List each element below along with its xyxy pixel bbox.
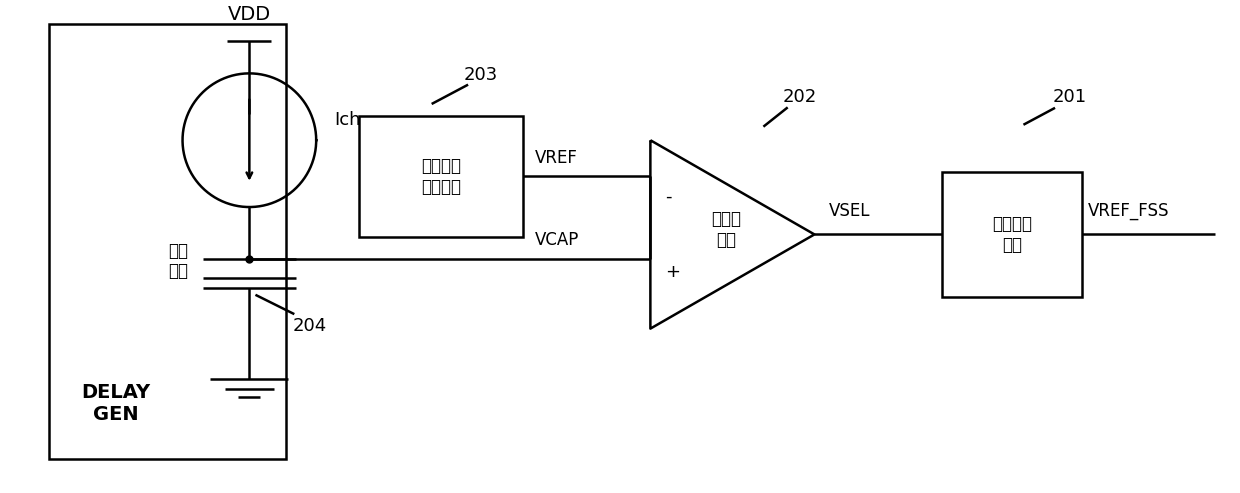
Text: VSEL: VSEL xyxy=(830,202,870,220)
Text: 201: 201 xyxy=(1053,88,1086,106)
Text: 202: 202 xyxy=(782,88,817,106)
Text: 基准电压
产生模块: 基准电压 产生模块 xyxy=(420,157,461,196)
Text: +: + xyxy=(665,263,680,281)
Bar xyxy=(48,24,285,459)
Text: -: - xyxy=(665,188,672,206)
Text: 第一比
较器: 第一比 较器 xyxy=(712,210,742,249)
Text: 延时
电容: 延时 电容 xyxy=(169,242,188,281)
Text: Ich: Ich xyxy=(335,111,361,129)
Text: DELAY
GEN: DELAY GEN xyxy=(81,383,150,424)
Text: VDD: VDD xyxy=(228,5,270,24)
Text: VREF_FSS: VREF_FSS xyxy=(1087,202,1169,220)
Text: VCAP: VCAP xyxy=(534,231,579,249)
Text: 第二开关
模块: 第二开关 模块 xyxy=(992,215,1032,254)
Text: 204: 204 xyxy=(293,317,327,335)
Text: 203: 203 xyxy=(463,66,497,84)
Bar xyxy=(358,116,523,237)
Bar xyxy=(942,172,1081,297)
Text: VREF: VREF xyxy=(534,149,578,167)
